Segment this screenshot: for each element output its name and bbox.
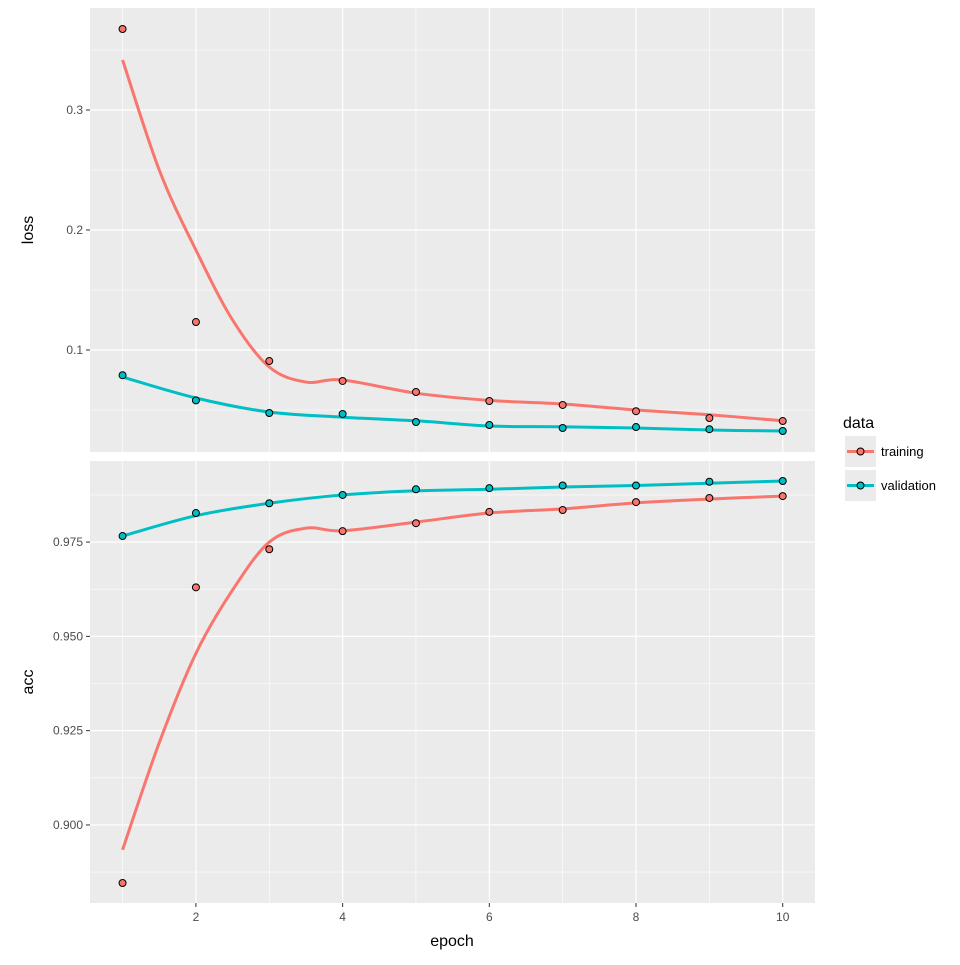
data-point-training xyxy=(485,507,494,516)
y-tick-label: 0.925 xyxy=(53,724,83,738)
data-point-training xyxy=(632,498,641,507)
y-tick-label: 0.900 xyxy=(53,818,83,832)
data-point-training xyxy=(118,25,127,33)
legend-point-icon xyxy=(856,447,865,456)
data-point-validation xyxy=(118,371,127,380)
data-point-training xyxy=(705,414,714,423)
legend: data training validation xyxy=(843,415,936,501)
data-point-validation xyxy=(778,427,787,435)
data-point-training xyxy=(705,493,714,502)
data-point-training xyxy=(338,376,347,385)
x-tick-label: 4 xyxy=(339,910,346,924)
x-axis-title: epoch xyxy=(430,933,474,950)
data-point-validation xyxy=(558,424,567,432)
data-point-training xyxy=(118,879,127,888)
data-point-validation xyxy=(118,532,127,541)
data-point-training xyxy=(411,388,420,396)
data-point-training xyxy=(265,357,274,366)
data-point-validation xyxy=(632,423,641,432)
data-point-training xyxy=(411,519,420,528)
data-point-training xyxy=(778,417,787,426)
panel-loss: 0.1 0.2 0.3 loss xyxy=(20,8,815,452)
data-point-training xyxy=(485,397,494,405)
legend-label: training xyxy=(881,444,924,459)
data-point-training xyxy=(558,506,567,515)
y-tick-label: 0.950 xyxy=(53,629,83,643)
y-axis-title: acc xyxy=(20,670,37,695)
y-tick-label: 0.3 xyxy=(66,103,83,117)
data-point-validation xyxy=(485,421,494,429)
data-point-validation xyxy=(632,481,641,490)
panel-acc: 0.900 0.925 0.950 0.975 acc xyxy=(20,461,815,903)
data-point-validation xyxy=(338,490,347,499)
data-point-validation xyxy=(338,409,347,418)
data-point-training xyxy=(558,400,567,409)
data-point-validation xyxy=(558,481,567,490)
data-point-training xyxy=(265,545,274,554)
legend-title: data xyxy=(843,415,874,432)
data-point-training xyxy=(191,318,200,327)
smooth-line-validation xyxy=(122,375,783,433)
data-point-validation xyxy=(265,499,274,508)
data-point-validation xyxy=(191,509,200,518)
legend-item-training: training xyxy=(845,436,924,467)
data-point-validation xyxy=(705,425,714,434)
legend-item-validation: validation xyxy=(845,470,936,501)
x-tick-label: 10 xyxy=(776,910,790,924)
data-point-validation xyxy=(411,485,420,494)
y-tick-label: 0.1 xyxy=(66,343,83,357)
data-point-validation xyxy=(265,409,274,417)
data-point-validation xyxy=(705,477,714,486)
y-tick-label: 0.2 xyxy=(66,223,83,237)
data-point-validation xyxy=(485,484,494,493)
data-point-training xyxy=(632,407,641,416)
y-axis-title: loss xyxy=(20,216,37,244)
y-tick-label: 0.975 xyxy=(53,535,83,549)
data-point-training xyxy=(338,527,347,536)
data-point-validation xyxy=(778,476,787,485)
x-tick-label: 8 xyxy=(633,910,640,924)
x-tick-label: 6 xyxy=(486,910,493,924)
data-point-training xyxy=(778,492,787,501)
data-point-training xyxy=(191,583,200,592)
x-tick-label: 2 xyxy=(193,910,200,924)
panel-background xyxy=(90,461,815,903)
data-point-validation xyxy=(411,418,420,426)
legend-label: validation xyxy=(881,478,936,493)
legend-point-icon xyxy=(856,481,865,490)
smooth-line-validation xyxy=(122,479,783,538)
data-point-validation xyxy=(191,396,200,405)
